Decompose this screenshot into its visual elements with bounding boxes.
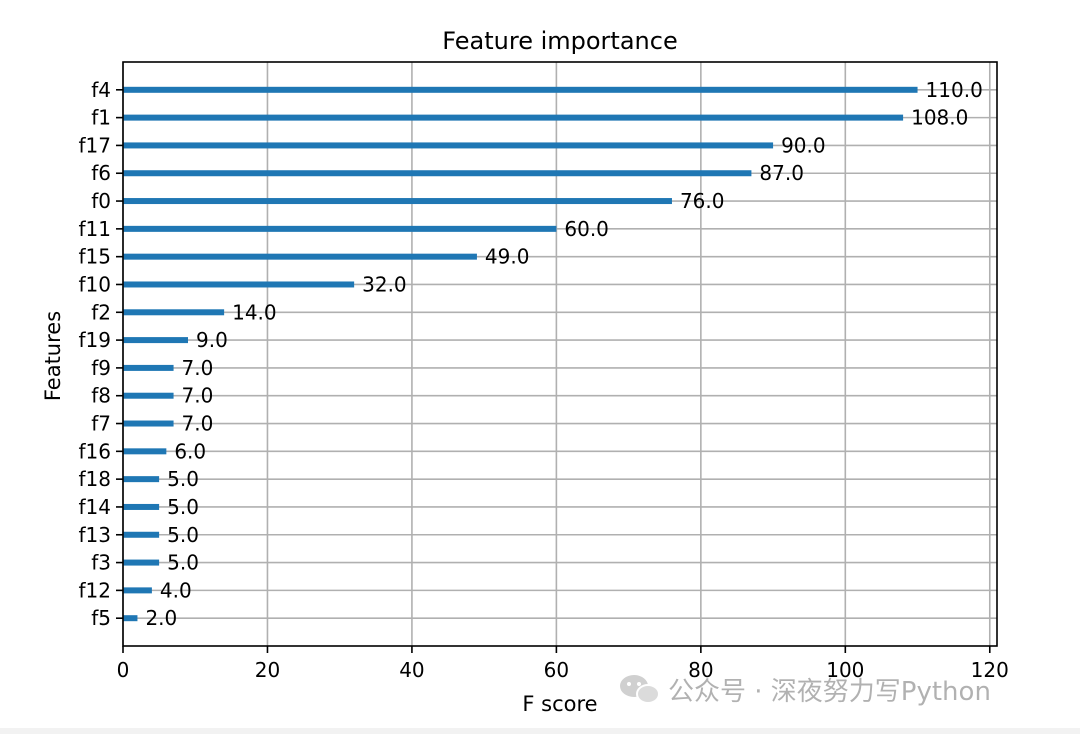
bars-layer: [123, 86, 918, 622]
bar-f8: [123, 392, 174, 399]
value-label-f15: 49.0: [485, 245, 530, 269]
value-label-f12: 4.0: [160, 578, 192, 602]
y-tick-label-f6: f6: [91, 161, 111, 185]
value-label-f0: 76.0: [680, 189, 725, 213]
y-tick-label-f11: f11: [79, 217, 112, 241]
x-tick-label: 60: [544, 658, 569, 682]
bottom-band: [0, 728, 1080, 734]
bar-f14: [123, 503, 160, 510]
axes-frame: [122, 61, 998, 647]
value-label-f13: 5.0: [167, 523, 199, 547]
watermark-text: 公众号 · 深夜努力写Python: [668, 677, 991, 707]
y-axis-label: Features: [41, 311, 65, 401]
y-tick-label-f9: f9: [91, 356, 111, 380]
x-tick-label: 120: [971, 658, 1009, 682]
x-axis-ticks: 0 20 40 60 80 100 120: [117, 646, 1009, 682]
x-tick-label: 20: [255, 658, 280, 682]
y-tick-label-f12: f12: [79, 578, 112, 602]
y-tick-label-f1: f1: [91, 106, 111, 130]
value-label-f16: 6.0: [174, 439, 206, 463]
bar-f6: [123, 170, 752, 177]
y-tick-label-f4: f4: [91, 78, 111, 102]
y-tick-label-f8: f8: [91, 384, 111, 408]
y-tick-label-f19: f19: [79, 328, 112, 352]
value-label-f19: 9.0: [196, 328, 228, 352]
y-axis-ticks: f4 f1 f17 f6 f0 f11 f15 f10 f2 f19 f9 f8 f7 f16 f18 f14…: [79, 78, 123, 630]
y-tick-label-f2: f2: [91, 300, 111, 324]
y-tick-label-f13: f13: [79, 523, 112, 547]
bar-f10: [123, 281, 355, 288]
x-tick-label: 80: [688, 658, 713, 682]
y-tick-label-f0: f0: [91, 189, 111, 213]
y-tick-label-f15: f15: [79, 245, 112, 269]
x-tick-label: 40: [399, 658, 424, 682]
bar-f15: [123, 253, 477, 260]
grid-layer: [122, 62, 997, 646]
y-tick-label-f17: f17: [79, 133, 112, 157]
bar-f9: [123, 364, 174, 371]
bar-f5: [123, 615, 138, 622]
bar-f13: [123, 531, 160, 538]
chart-title: Feature importance: [442, 27, 677, 55]
bar-f4: [123, 86, 918, 93]
watermark: 公众号 · 深夜努力写Python: [620, 675, 991, 707]
wechat-icon: [620, 675, 660, 704]
y-tick-label-f18: f18: [79, 467, 112, 491]
bar-f17: [123, 142, 774, 149]
value-label-f17: 90.0: [781, 133, 826, 157]
y-tick-label-f14: f14: [79, 495, 112, 519]
y-tick-label-f7: f7: [91, 412, 111, 436]
y-tick-label-f3: f3: [91, 551, 111, 575]
value-label-f1: 108.0: [911, 106, 968, 130]
bar-f18: [123, 476, 160, 483]
bar-f12: [123, 587, 152, 594]
bar-f1: [123, 114, 904, 121]
value-label-f7: 7.0: [182, 412, 214, 436]
value-label-f10: 32.0: [362, 272, 407, 296]
bar-f16: [123, 448, 167, 455]
value-label-f14: 5.0: [167, 495, 199, 519]
value-label-f18: 5.0: [167, 467, 199, 491]
bar-f19: [123, 337, 189, 344]
y-tick-label-f16: f16: [79, 439, 112, 463]
bar-f3: [123, 559, 160, 566]
bar-f7: [123, 420, 174, 427]
value-label-f3: 5.0: [167, 551, 199, 575]
bar-f2: [123, 309, 225, 316]
bar-f11: [123, 225, 557, 232]
value-label-f9: 7.0: [182, 356, 214, 380]
value-label-f2: 14.0: [232, 300, 277, 324]
bar-f0: [123, 198, 672, 205]
y-tick-label-f10: f10: [79, 272, 112, 296]
x-tick-label: 100: [826, 658, 864, 682]
value-label-f4: 110.0: [926, 78, 983, 102]
x-tick-label: 0: [117, 658, 130, 682]
value-label-f5: 2.0: [145, 606, 177, 630]
value-label-f11: 60.0: [564, 217, 609, 241]
value-labels-layer: 110.0 108.0 90.0 87.0 76.0 60.0 49.0 32.0 14.09.…: [145, 78, 982, 630]
y-tick-label-f5: f5: [91, 606, 111, 630]
value-label-f8: 7.0: [182, 384, 214, 408]
x-axis-label: F score: [522, 692, 597, 716]
value-label-f6: 87.0: [759, 161, 804, 185]
